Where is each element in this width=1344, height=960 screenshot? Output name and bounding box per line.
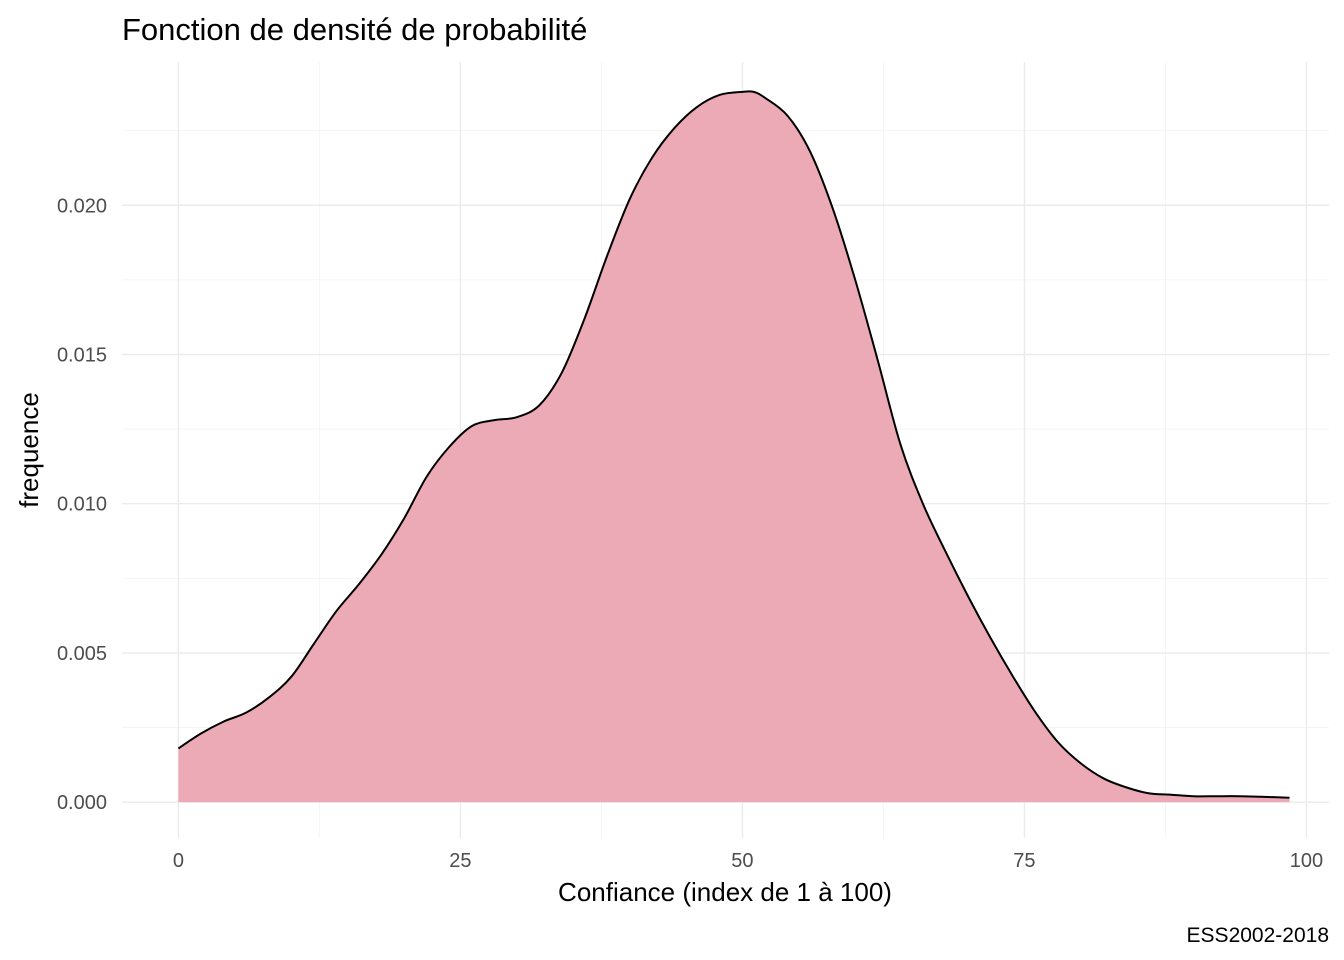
tick-layer: 0 25 50 75 100 0.000 0.005 0.010 0.015 0.020	[57, 195, 1323, 872]
y-tick-label: 0.010	[57, 494, 107, 516]
x-tick-label: 25	[449, 850, 471, 872]
y-tick-label: 0.020	[57, 195, 107, 217]
x-axis-title: Confiance (index de 1 à 100)	[558, 877, 892, 907]
x-tick-label: 100	[1290, 850, 1323, 872]
density-line	[177, 90, 1290, 799]
density-area	[178, 91, 1290, 803]
x-tick-label: 75	[1013, 850, 1035, 872]
x-tick-label: 50	[731, 850, 753, 872]
chart-title: Fonction de densité de probabilité	[122, 12, 587, 47]
y-tick-label: 0.000	[57, 792, 107, 814]
y-tick-label: 0.015	[57, 344, 107, 366]
y-axis-title: frequence	[14, 392, 44, 508]
x-tick-label: 0	[173, 850, 184, 872]
y-tick-label: 0.005	[57, 643, 107, 665]
chart-caption: ESS2002-2018	[1187, 924, 1329, 947]
